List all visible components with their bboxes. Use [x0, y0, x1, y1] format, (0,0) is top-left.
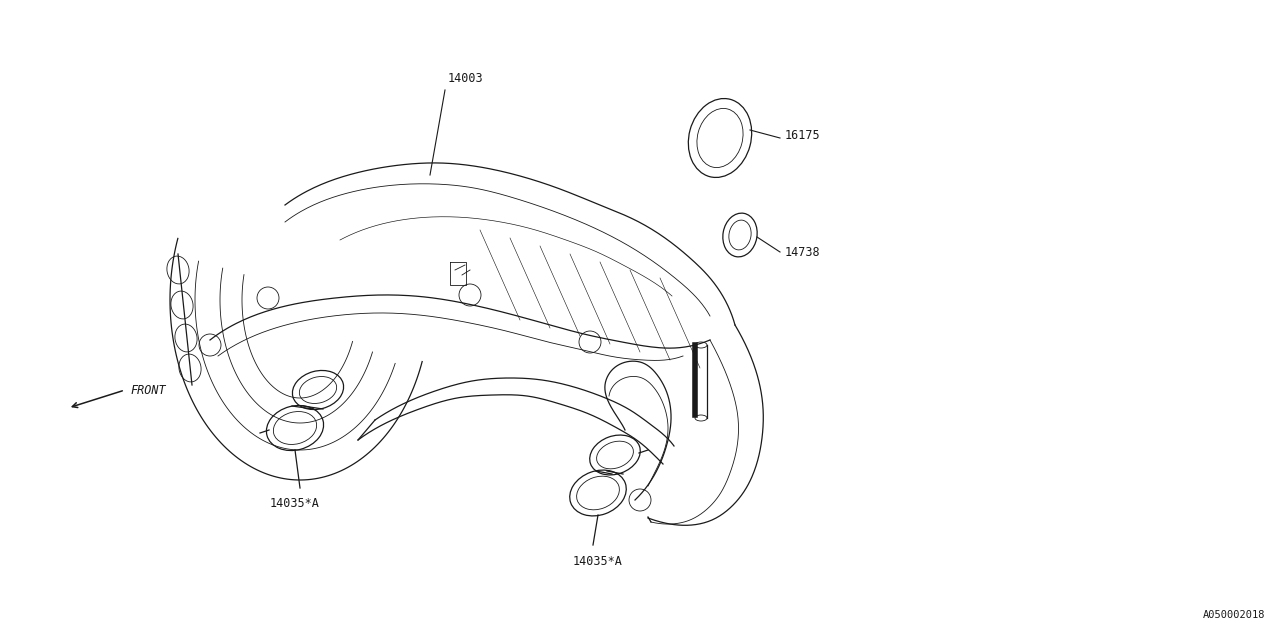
Text: 14003: 14003	[448, 72, 484, 85]
Text: A050002018: A050002018	[1202, 610, 1265, 620]
Text: 16175: 16175	[785, 129, 820, 141]
Text: 14035*A: 14035*A	[270, 497, 320, 510]
Text: 14035*A: 14035*A	[573, 555, 623, 568]
Text: 14738: 14738	[785, 246, 820, 259]
Text: FRONT: FRONT	[131, 383, 165, 397]
